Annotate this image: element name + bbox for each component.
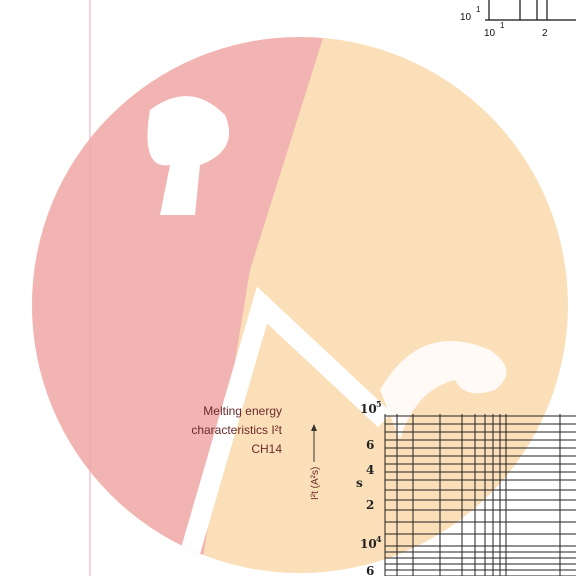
y-tick-label: 6 [366,564,374,576]
y-tick-label: 2 [366,498,374,512]
caption: characteristics I²t [191,423,282,437]
caption: CH14 [251,442,282,456]
grid [384,414,576,576]
unit-mark: s [356,476,363,490]
y-tick-label: 10 [360,537,377,551]
y-tick-exp: 4 [376,534,382,544]
y-label: 10 [460,12,472,23]
x-exp: 1 [500,21,505,30]
x-tick: 2 [542,28,548,39]
top-chart [485,0,576,21]
caption: Melting energy [203,404,282,418]
axis-label: I²t (A²s) [310,467,321,500]
y-exp: 1 [476,5,481,14]
arrow-head [311,424,317,431]
y-tick-label: 6 [366,438,374,452]
y-tick-label: 10 [360,402,377,416]
y-tick-exp: 5 [376,399,382,409]
y-tick-label: 4 [366,463,374,477]
x-label: 10 [484,28,496,39]
